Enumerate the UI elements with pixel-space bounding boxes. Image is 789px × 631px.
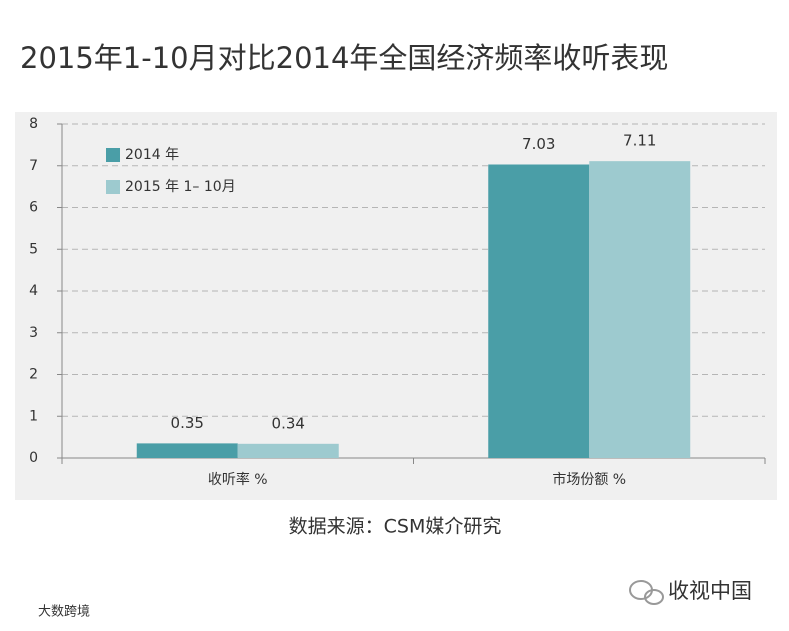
x-tick-label: 市场份额 % — [552, 471, 626, 488]
legend-label: 2014 年 — [125, 147, 179, 163]
y-tick-label: 0 — [29, 450, 38, 466]
y-tick-label: 2 — [29, 367, 38, 383]
watermark: 收视中国 — [668, 579, 752, 603]
watermark: 大数跨境 — [38, 605, 90, 620]
y-tick-label: 8 — [29, 116, 38, 132]
y-tick-label: 5 — [29, 241, 38, 257]
chart-title: 2015年1-10月对比2014年全国经济频率收听表现 — [20, 41, 668, 75]
y-tick-label: 6 — [29, 200, 38, 216]
value-label: 0.34 — [272, 414, 305, 432]
bar — [589, 161, 691, 458]
legend-swatch — [106, 180, 120, 194]
bar — [136, 443, 238, 458]
bar — [488, 164, 590, 458]
source-note: 数据来源：CSM媒介研究 — [289, 516, 502, 538]
value-label: 7.03 — [522, 135, 555, 153]
y-tick-label: 3 — [29, 325, 38, 341]
legend-label: 2015 年 1– 10月 — [125, 179, 236, 195]
value-label: 0.35 — [171, 414, 204, 432]
y-tick-label: 4 — [29, 283, 38, 299]
wechat-icon — [629, 580, 664, 605]
y-tick-label: 7 — [29, 158, 38, 174]
legend-swatch — [106, 148, 120, 162]
x-tick-label: 收听率 % — [208, 471, 268, 488]
bar — [237, 443, 339, 458]
y-tick-label: 1 — [29, 408, 38, 424]
value-label: 7.11 — [623, 132, 656, 150]
